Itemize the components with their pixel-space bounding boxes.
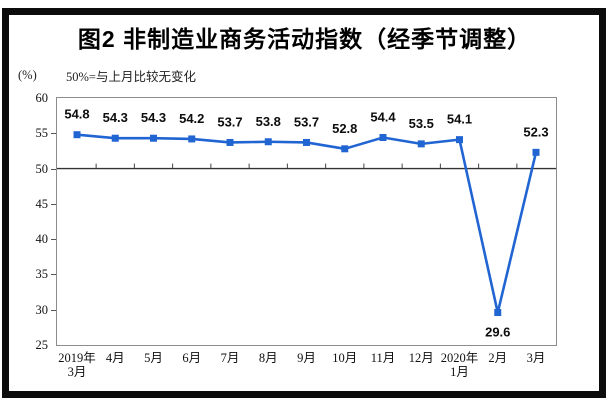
y-tick-label: 45 [35, 196, 49, 211]
y-axis-tick [51, 203, 56, 205]
y-tick-label: 55 [35, 126, 49, 141]
data-point-marker [226, 138, 234, 146]
y-tick-label: 30 [35, 302, 49, 317]
data-value-label: 54.1 [447, 112, 472, 127]
y-tick-label: 40 [35, 232, 49, 247]
x-tick-label: 11月 [370, 351, 396, 365]
data-value-label: 54.2 [179, 111, 204, 126]
x-tick-label: 6月 [182, 351, 202, 365]
data-value-label: 52.3 [523, 124, 548, 139]
data-point-marker [494, 309, 502, 317]
data-point-marker [73, 131, 81, 139]
data-value-label: 53.8 [256, 114, 281, 129]
data-point-marker [111, 134, 119, 142]
data-value-label: 54.4 [370, 110, 396, 125]
y-axis-tick [51, 168, 56, 170]
x-tick-label: 8月 [258, 351, 278, 365]
data-point-marker [188, 135, 196, 143]
data-point-marker [150, 134, 157, 142]
chart-subtitle: 50%=与上月比较无变化 [66, 70, 196, 84]
data-point-marker [264, 138, 272, 146]
y-tick-label: 50 [35, 161, 49, 176]
x-tick-label: 9月 [297, 351, 316, 365]
plot-border [56, 97, 557, 346]
x-tick-label: 12月 [408, 351, 434, 365]
x-tick-label: 2月 [488, 351, 508, 365]
data-value-label: 53.7 [294, 114, 319, 129]
x-tick-label: 7月 [220, 351, 240, 365]
data-point-marker [341, 145, 349, 153]
data-value-label: 29.6 [485, 325, 510, 340]
y-axis-tick [51, 274, 56, 276]
data-value-label: 54.8 [64, 107, 89, 122]
plot-area: 54.8 54.3 54.3 54.2 53.7 53.8 53.7 52.8 54.4 53.5… [56, 97, 557, 346]
data-value-label: 53.7 [217, 114, 242, 129]
y-tick-label: 25 [35, 338, 49, 352]
data-value-label: 54.3 [103, 110, 128, 125]
y-axis-tick [51, 309, 56, 311]
y-axis-unit-label: (%) [18, 68, 37, 82]
data-point-marker [456, 136, 463, 144]
chart-frame [2, 8, 606, 398]
x-tick-label: 5月 [144, 351, 163, 365]
data-point-marker [303, 138, 310, 146]
x-tick-label: 3月 [526, 351, 546, 365]
y-tick-label: 35 [35, 267, 49, 282]
x-tick-label: 2019年 3月 [58, 351, 96, 379]
data-point-marker [417, 140, 425, 148]
y-tick-label: 60 [35, 91, 49, 105]
line-series [76, 133, 538, 314]
y-axis-tick [51, 239, 56, 241]
data-value-label: 52.8 [332, 121, 357, 136]
x-tick-label: 10月 [332, 351, 358, 365]
x-tick-label: 4月 [105, 351, 125, 365]
data-point-marker [532, 148, 540, 156]
y-axis-tick [51, 133, 56, 135]
data-value-label: 53.5 [409, 116, 434, 131]
x-tick-label: 2020年 1月 [440, 351, 479, 379]
data-value-label: 54.3 [141, 110, 166, 125]
chart-title: 图2 非制造业商务活动指数（经季节调整） [77, 26, 532, 52]
data-point-marker [379, 134, 387, 142]
